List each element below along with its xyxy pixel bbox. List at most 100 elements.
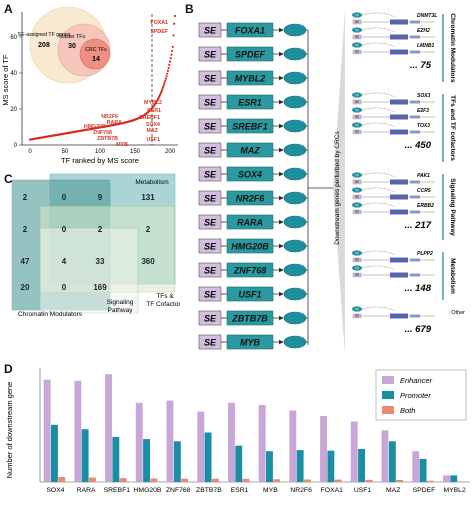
bar-promoter <box>450 475 458 482</box>
panel-a-label: A <box>4 2 13 16</box>
bar-both <box>457 481 465 483</box>
tf-mini-ellipse <box>352 250 362 256</box>
group-count: ... 450 <box>405 140 432 151</box>
bar-promoter <box>419 458 427 482</box>
bar-enhancer <box>197 411 205 482</box>
ms-score-curve <box>28 14 176 141</box>
tf-label-maz: MAZ <box>147 128 159 134</box>
bar-both <box>334 479 342 482</box>
gene-body <box>390 49 408 55</box>
bar-both <box>211 478 219 482</box>
tf-label-hmg20b: HMG20B <box>84 124 106 130</box>
bar-both <box>304 479 311 482</box>
group-count: ... 75 <box>410 60 432 71</box>
tf-label-mybl2: MYBL2 <box>144 100 162 106</box>
protein-ellipse <box>283 263 307 277</box>
protein-ellipse <box>283 95 307 109</box>
panel-d-legend: Enhancer Promoter Both <box>375 369 467 421</box>
category-label: NR2F6 <box>290 487 312 494</box>
gene-name: CCR5 <box>417 188 431 194</box>
se-label: SE <box>204 194 217 204</box>
crc-row: SE SPDEF <box>198 46 308 62</box>
gene-name: PAK1 <box>417 173 430 179</box>
protein-ellipse <box>283 287 307 301</box>
tf-mini-ellipse <box>352 172 362 178</box>
crc-row: SE HMG20B <box>198 238 308 254</box>
bar-both <box>242 478 250 482</box>
curve-dot <box>171 49 174 52</box>
gene-body <box>390 19 408 25</box>
bar-promoter <box>296 450 304 482</box>
curve-dot <box>169 57 172 60</box>
venn-cell-value: 4 <box>62 257 67 266</box>
curve-dot <box>163 82 166 85</box>
gene-body <box>390 194 408 200</box>
venn-outer-label: SE-assigned TF genes <box>18 32 71 38</box>
x-tick-200: 200 <box>165 149 176 155</box>
venn-cell-value: 2 <box>146 225 151 234</box>
tf-label: USF1 <box>238 290 261 300</box>
se-mini-label: SE <box>355 130 359 134</box>
label-tfs: TFs & <box>156 293 174 300</box>
panel-c-label: C <box>4 172 13 186</box>
bar-enhancer <box>350 421 358 482</box>
gene-body <box>390 257 408 263</box>
se-mini-label: SE <box>355 20 359 24</box>
crc-row: SE RARA <box>198 214 308 230</box>
panel-d-bar-chart: Number of downstream gene SOX4 RARA SREBF1… <box>5 368 470 494</box>
bar-enhancer <box>135 402 143 482</box>
tf-label-zbtb7b: ZBTB7B <box>97 136 118 142</box>
gene-group: TF SE PAK1 TF SE CCR5 TF SE ERBB2 ... 217 Signalin… <box>352 172 456 240</box>
tf-mini-ellipse <box>352 27 362 33</box>
y-tick-40: 40 <box>10 71 17 77</box>
tf-mini-label: TF <box>355 189 359 193</box>
bar-enhancer <box>443 475 450 482</box>
category-label: SOX4 <box>46 487 64 494</box>
curve-dot <box>164 77 167 80</box>
tf-label: NR2F6 <box>236 194 266 204</box>
curve-dot <box>159 91 162 94</box>
bar-promoter <box>327 450 335 483</box>
protein-ellipse <box>283 167 307 181</box>
curve-dot <box>173 14 176 18</box>
se-mini-label: SE <box>355 115 359 119</box>
group-count: ... 679 <box>405 324 432 335</box>
tf-label-rara: RARA <box>107 120 122 126</box>
bar-enhancer <box>166 400 174 482</box>
side-title: Downstream genes perturbed by CRCs <box>334 131 341 245</box>
crc-row: SE SOX4 <box>198 166 308 182</box>
venn-middle-label: Master TFs <box>59 34 86 40</box>
panel-a-ylabel: MS score of TF <box>1 54 10 106</box>
se-mini-label: SE <box>355 195 359 199</box>
panel-a-y-ticks: 0 20 40 60 <box>10 35 22 149</box>
tf-label: ZBTB7B <box>231 314 268 324</box>
bar-promoter <box>358 449 365 482</box>
se-label: SE <box>204 218 217 228</box>
se-label: SE <box>204 242 217 252</box>
category-label: RARA <box>77 487 96 494</box>
tf-label: MYB <box>240 338 261 348</box>
venn-cell-value: 20 <box>21 283 30 292</box>
curve-dot <box>162 84 165 87</box>
category-label: FOXA1 <box>321 487 344 494</box>
se-mini-label: SE <box>355 180 359 184</box>
curve-dot <box>168 63 171 66</box>
curve-dot <box>173 22 176 25</box>
bar-both <box>181 478 189 482</box>
tf-label-usf1: USF1 <box>146 137 160 143</box>
protein-ellipse <box>283 191 307 205</box>
bar-both <box>119 478 127 483</box>
label-tfs-2: TF Cofactors <box>146 301 180 308</box>
tf-mini-ellipse <box>352 122 362 128</box>
bar-promoter <box>173 441 181 482</box>
tf-label-myb: MYB <box>116 142 128 148</box>
se-label: SE <box>204 74 217 84</box>
venn-cell-value: 0 <box>62 193 67 202</box>
protein-ellipse <box>283 47 307 61</box>
gene-group: TF SE ... 679 Other <box>352 306 465 335</box>
venn-cell-value: 33 <box>96 257 105 266</box>
panel-b-network: SE FOXA1 SE SPDEF SE MYBL2 SE ESR1 SE SREBF1 SE MAZ… <box>198 10 465 355</box>
curve-dot <box>165 75 168 78</box>
bar-promoter <box>235 445 243 482</box>
gene-body <box>390 209 408 215</box>
